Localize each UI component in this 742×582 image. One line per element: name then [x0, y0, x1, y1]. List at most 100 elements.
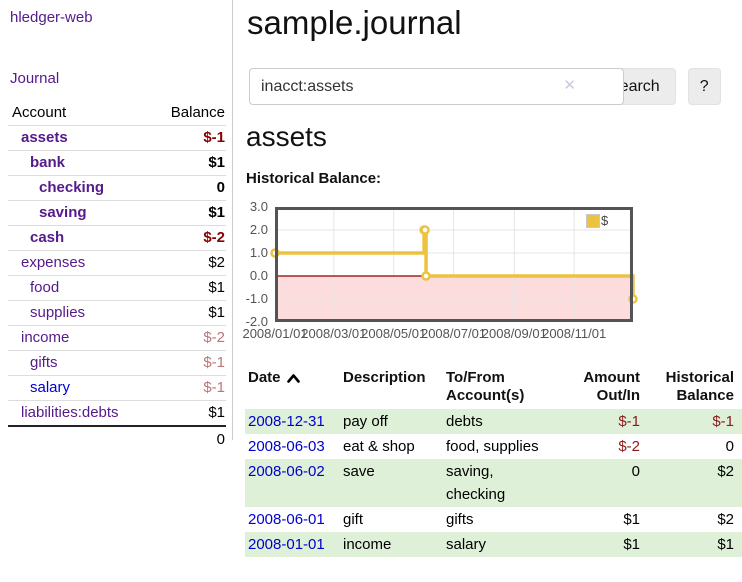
transactions-header-row: Date Description To/From Account(s) Amount … [245, 367, 742, 409]
plot-border [275, 207, 633, 322]
transaction-accounts: gifts [446, 511, 474, 528]
account-balance: $-1 [150, 375, 226, 401]
balance-column-header: Balance [170, 104, 225, 121]
sidebar-account-link[interactable]: checking [39, 179, 105, 196]
account-row: income $-2 [8, 325, 226, 351]
column-header-balance: Historical Balance [648, 367, 742, 409]
account-column-header: Account [12, 104, 67, 121]
account-balance: 0 [150, 175, 226, 201]
transaction-accounts: food, supplies [446, 438, 539, 455]
sidebar-account-link[interactable]: saving [39, 204, 87, 221]
sidebar: hledger-web Journal Account Balance asse… [0, 0, 233, 452]
account-row: gifts $-1 [8, 350, 226, 376]
sidebar-account-link[interactable]: cash [30, 229, 65, 246]
y-axis-tick-label: 3.0 [249, 199, 268, 214]
account-balance: $-1 [150, 125, 226, 151]
y-axis-tick-label: 2.0 [249, 222, 268, 237]
sidebar-account-link[interactable]: liabilities:debts [21, 404, 119, 421]
transaction-date-link[interactable]: 2008-12-31 [248, 413, 325, 430]
transaction-date-link[interactable]: 2008-06-02 [248, 463, 325, 480]
account-row: supplies $1 [8, 300, 226, 326]
data-point-marker[interactable] [420, 225, 430, 235]
transaction-row: 2008-01-01 income salary $1 $1 [245, 532, 742, 557]
column-header-label: To/From Account(s) [446, 369, 525, 404]
account-row: saving $1 [8, 200, 226, 226]
sidebar-account-link[interactable]: salary [30, 379, 71, 396]
sidebar-account-link[interactable]: food [30, 279, 60, 296]
account-heading: assets [246, 121, 327, 152]
y-axis-tick-label: 0.0 [249, 268, 268, 283]
plot-area [270, 207, 638, 322]
transaction-amount: $1 [623, 511, 640, 528]
x-axis-tick-label: 2008/01/01 [242, 326, 308, 341]
account-balance: $1 [150, 300, 226, 326]
historical-balance-chart[interactable]: 3.0 2.0 1.0 0.0 -1.0 -2.0 2008/01/01 2008/03/01… [240, 200, 640, 342]
transaction-balance: $2 [717, 511, 734, 528]
transaction-amount: $-2 [618, 438, 640, 455]
search-box: ✕ [249, 68, 624, 105]
x-axis-tick-label: 2008/09/01 [481, 326, 547, 341]
sidebar-account-link[interactable]: expenses [21, 254, 86, 271]
transaction-row: 2008-12-31 pay off debts $-1 $-1 [245, 409, 742, 434]
x-axis-tick-label: 2008/11/01 [542, 326, 607, 341]
account-row: bank $1 [8, 150, 226, 176]
transaction-description: save [343, 463, 375, 480]
transaction-row: 2008-06-02 save saving, checking 0 $2 [245, 459, 742, 507]
column-header-label: Historical Balance [665, 369, 734, 404]
sidebar-account-link[interactable]: gifts [30, 354, 58, 371]
total-row-spacer [8, 425, 151, 452]
account-row: assets $-1 [8, 125, 226, 151]
total-row: 0 [8, 425, 226, 452]
column-header-date[interactable]: Date [245, 367, 340, 409]
help-button[interactable]: ? [687, 68, 721, 105]
transaction-description: pay off [343, 413, 388, 430]
account-balance: $-2 [150, 325, 226, 351]
account-balance: $1 [150, 200, 226, 226]
sort-ascending-icon [286, 374, 300, 383]
transaction-row: 2008-06-01 gift gifts $1 $2 [245, 507, 742, 532]
total-balance: 0 [150, 425, 226, 452]
transaction-accounts: salary [446, 536, 487, 553]
account-balance: $-1 [150, 350, 226, 376]
search-form: ✕ Search ? [249, 68, 742, 105]
page-title: sample.journal [247, 4, 462, 41]
transaction-accounts: debts [446, 413, 483, 430]
transaction-date-link[interactable]: 2008-06-03 [248, 438, 325, 455]
account-balance: $1 [150, 150, 226, 176]
nav-journal-link[interactable]: Journal [10, 70, 60, 87]
transaction-date-link[interactable]: 2008-01-01 [248, 536, 325, 553]
clear-search-icon[interactable]: ✕ [563, 77, 576, 94]
transaction-description: gift [343, 511, 364, 528]
transaction-amount: $1 [623, 536, 640, 553]
account-row: checking 0 [8, 175, 226, 201]
transaction-balance: $2 [717, 463, 734, 480]
transaction-date-link[interactable]: 2008-06-01 [248, 511, 325, 528]
sidebar-account-link[interactable]: assets [21, 129, 68, 146]
transaction-amount: 0 [631, 463, 640, 480]
search-input[interactable] [249, 68, 624, 105]
sidebar-account-link[interactable]: supplies [30, 304, 86, 321]
transaction-balance: $-1 [712, 413, 734, 430]
account-row: cash $-2 [8, 225, 226, 251]
transaction-amount: $-1 [618, 413, 640, 430]
transactions-table: Date Description To/From Account(s) Amount … [245, 367, 742, 557]
x-axis-tick-label: 2008/05/01 [361, 326, 427, 341]
account-row: food $1 [8, 275, 226, 301]
column-header-label: Date [248, 369, 281, 386]
account-balance: $2 [150, 250, 226, 276]
x-axis-tick-label: 2008/07/01 [420, 326, 487, 341]
sidebar-account-link[interactable]: bank [30, 154, 66, 171]
brand-link[interactable]: hledger-web [10, 9, 93, 26]
transaction-balance: 0 [725, 438, 734, 455]
data-point-marker[interactable] [421, 271, 431, 281]
y-axis-tick-label: 1.0 [249, 245, 268, 260]
y-axis-tick-label: -2.0 [245, 314, 268, 329]
account-row: liabilities:debts $1 [8, 400, 226, 426]
column-header-accounts: To/From Account(s) [443, 367, 555, 409]
account-balance-table: Account Balance assets $-1 bank $1 checking 0… [8, 101, 226, 452]
main-content: sample.journal ✕ Search ? assets Histori… [242, 0, 742, 557]
sidebar-account-link[interactable]: income [21, 329, 70, 346]
account-balance: $1 [150, 275, 226, 301]
transaction-balance: $1 [717, 536, 734, 553]
transaction-description: eat & shop [343, 438, 415, 455]
